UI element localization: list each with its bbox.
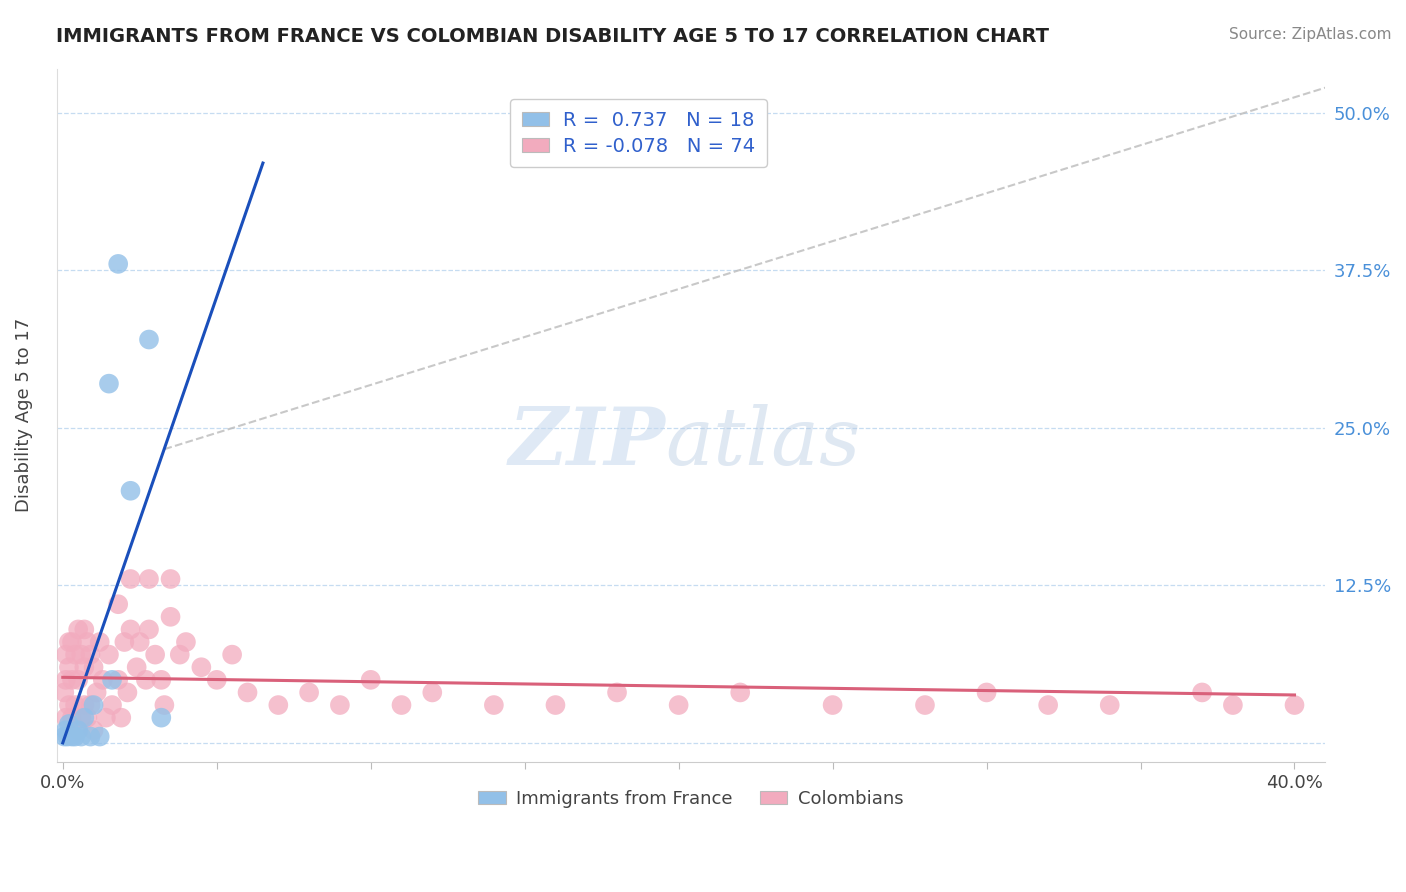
Point — [914, 698, 936, 712]
Point — [236, 685, 259, 699]
Point — [58, 635, 80, 649]
Point — [89, 635, 111, 649]
Point — [89, 730, 111, 744]
Point — [67, 723, 90, 738]
Point — [107, 597, 129, 611]
Point — [60, 711, 83, 725]
Point — [86, 685, 108, 699]
Point — [420, 685, 443, 699]
Point — [91, 673, 114, 687]
Point — [110, 711, 132, 725]
Point — [55, 648, 77, 662]
Point — [63, 648, 86, 662]
Point — [1284, 698, 1306, 712]
Point — [120, 483, 142, 498]
Point — [101, 698, 124, 712]
Point — [159, 572, 181, 586]
Point — [79, 698, 101, 712]
Point — [159, 610, 181, 624]
Point — [150, 711, 173, 725]
Point — [128, 635, 150, 649]
Point — [728, 685, 751, 699]
Point — [97, 648, 120, 662]
Point — [138, 623, 160, 637]
Point — [73, 698, 96, 712]
Point — [135, 673, 157, 687]
Point — [67, 623, 90, 637]
Point — [120, 572, 142, 586]
Y-axis label: Disability Age 5 to 17: Disability Age 5 to 17 — [15, 318, 32, 512]
Point — [94, 711, 117, 725]
Point — [107, 257, 129, 271]
Point — [79, 648, 101, 662]
Point — [76, 635, 98, 649]
Point — [60, 635, 83, 649]
Point — [1098, 698, 1121, 712]
Point — [138, 572, 160, 586]
Point — [112, 635, 135, 649]
Text: ZIP: ZIP — [509, 404, 665, 482]
Point — [190, 660, 212, 674]
Point — [53, 730, 76, 744]
Point — [174, 635, 197, 649]
Point — [391, 698, 413, 712]
Point — [58, 660, 80, 674]
Point — [58, 717, 80, 731]
Point — [56, 730, 79, 744]
Point — [544, 698, 567, 712]
Point — [55, 673, 77, 687]
Point — [169, 648, 191, 662]
Point — [117, 685, 139, 699]
Point — [482, 698, 505, 712]
Point — [73, 660, 96, 674]
Point — [298, 685, 321, 699]
Point — [73, 711, 96, 725]
Text: atlas: atlas — [665, 404, 860, 482]
Point — [606, 685, 628, 699]
Point — [53, 685, 76, 699]
Point — [1036, 698, 1059, 712]
Point — [63, 730, 86, 744]
Point — [821, 698, 844, 712]
Point — [329, 698, 352, 712]
Point — [55, 711, 77, 725]
Point — [76, 711, 98, 725]
Point — [79, 730, 101, 744]
Point — [267, 698, 290, 712]
Point — [205, 673, 228, 687]
Point — [976, 685, 998, 699]
Point — [63, 698, 86, 712]
Point — [67, 673, 90, 687]
Point — [60, 730, 83, 744]
Point — [221, 648, 243, 662]
Point — [107, 673, 129, 687]
Point — [668, 698, 690, 712]
Point — [55, 723, 77, 738]
Point — [153, 698, 176, 712]
Point — [73, 623, 96, 637]
Point — [70, 711, 93, 725]
Point — [97, 376, 120, 391]
Point — [360, 673, 382, 687]
Point — [120, 623, 142, 637]
Point — [58, 698, 80, 712]
Point — [1222, 698, 1244, 712]
Point — [67, 723, 90, 738]
Point — [70, 730, 93, 744]
Point — [125, 660, 148, 674]
Point — [83, 698, 105, 712]
Point — [70, 648, 93, 662]
Point — [138, 333, 160, 347]
Text: IMMIGRANTS FROM FRANCE VS COLOMBIAN DISABILITY AGE 5 TO 17 CORRELATION CHART: IMMIGRANTS FROM FRANCE VS COLOMBIAN DISA… — [56, 27, 1049, 45]
Point — [83, 660, 105, 674]
Point — [83, 723, 105, 738]
Legend: Immigrants from France, Colombians: Immigrants from France, Colombians — [471, 782, 911, 815]
Text: Source: ZipAtlas.com: Source: ZipAtlas.com — [1229, 27, 1392, 42]
Point — [150, 673, 173, 687]
Point — [1191, 685, 1213, 699]
Point — [101, 673, 124, 687]
Point — [60, 673, 83, 687]
Point — [143, 648, 166, 662]
